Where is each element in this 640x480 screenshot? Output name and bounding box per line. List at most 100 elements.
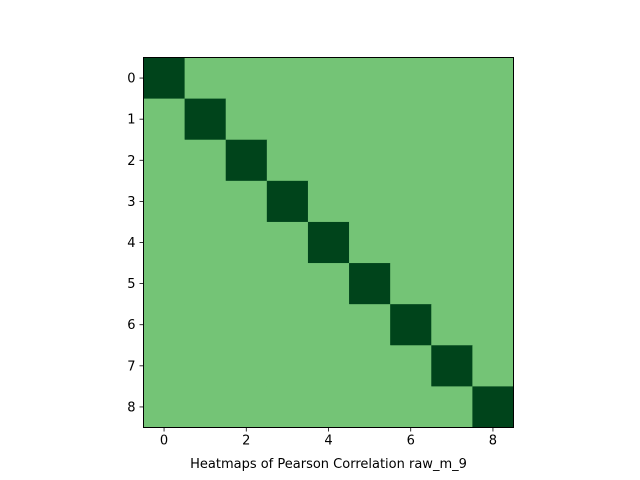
y-tick-label: 0 xyxy=(127,72,135,87)
heatmap-cell xyxy=(349,57,391,100)
heatmap-cell xyxy=(266,345,309,387)
heatmap-cell xyxy=(225,57,268,100)
heatmap-cell xyxy=(143,386,186,428)
heatmap-cell xyxy=(472,263,514,305)
y-axis-ticks: 0 1 2 3 4 5 6 7 8 xyxy=(127,72,144,415)
heatmap-cell xyxy=(307,263,350,305)
heatmap-cell xyxy=(225,221,268,264)
heatmap-cell xyxy=(225,304,268,346)
heatmap-cell xyxy=(431,221,473,264)
heatmap-cell xyxy=(143,345,186,387)
heatmap-cell xyxy=(184,263,227,305)
heatmap-cell xyxy=(349,304,391,346)
heatmap-cell xyxy=(225,98,268,141)
heatmap-cell xyxy=(349,180,391,223)
heatmap-cell xyxy=(472,386,514,428)
heatmap-cell xyxy=(349,221,391,264)
heatmap-cell xyxy=(390,57,432,100)
heatmap-cell xyxy=(307,221,350,264)
y-tick-label: 7 xyxy=(127,359,135,374)
heatmap-cell xyxy=(225,263,268,305)
heatmap-cell xyxy=(431,345,473,387)
heatmap-cell xyxy=(266,263,309,305)
y-tick-label: 4 xyxy=(127,236,135,251)
heatmap-cell xyxy=(349,98,391,141)
heatmap-cell xyxy=(390,180,432,223)
y-tick-label: 5 xyxy=(127,277,135,292)
heatmap-cell xyxy=(143,263,186,305)
y-tick-label: 3 xyxy=(127,195,135,210)
heatmap-cell xyxy=(184,180,227,223)
y-tick-label: 2 xyxy=(127,154,135,169)
x-tick-label: 8 xyxy=(489,434,497,449)
heatmap-cell xyxy=(266,386,309,428)
heatmap-cell xyxy=(266,304,309,346)
heatmap-cell xyxy=(184,221,227,264)
heatmap-cell xyxy=(472,304,514,346)
heatmap-cell xyxy=(390,386,432,428)
heatmap-cell xyxy=(307,139,350,182)
heatmap-cell xyxy=(266,221,309,264)
heatmap-cell xyxy=(390,345,432,387)
heatmap-cell xyxy=(472,139,514,182)
heatmap-cell xyxy=(225,345,268,387)
heatmap-cell xyxy=(307,386,350,428)
heatmap-cell xyxy=(390,139,432,182)
heatmap-cell xyxy=(349,345,391,387)
heatmap-cell xyxy=(143,57,186,100)
heatmap-cell xyxy=(307,345,350,387)
heatmap-cell xyxy=(431,386,473,428)
heatmap-cell xyxy=(143,139,186,182)
heatmap-cell xyxy=(266,57,309,100)
heatmap-cell xyxy=(390,221,432,264)
heatmap-cell xyxy=(266,180,309,223)
heatmap-cell xyxy=(431,180,473,223)
heatmap-cell xyxy=(143,180,186,223)
heatmap-cell xyxy=(472,221,514,264)
heatmap-cell xyxy=(431,139,473,182)
heatmap-cell xyxy=(390,263,432,305)
y-tick-label: 8 xyxy=(127,400,135,415)
x-tick-label: 2 xyxy=(242,434,250,449)
heatmap-cell xyxy=(307,180,350,223)
heatmap-cell xyxy=(225,386,268,428)
heatmap-cell xyxy=(431,57,473,100)
heatmap-cell xyxy=(225,139,268,182)
heatmap-cell xyxy=(184,304,227,346)
heatmap-cell xyxy=(349,386,391,428)
heatmap-cell xyxy=(184,57,227,100)
heatmap-cells xyxy=(143,57,514,428)
heatmap-cell xyxy=(307,304,350,346)
x-tick-label: 4 xyxy=(324,434,332,449)
x-tick-label: 6 xyxy=(407,434,415,449)
heatmap-cell xyxy=(349,263,391,305)
heatmap-cell xyxy=(472,345,514,387)
heatmap-cell xyxy=(307,98,350,141)
y-tick-label: 6 xyxy=(127,318,135,333)
heatmap-cell xyxy=(143,98,186,141)
heatmap-cell xyxy=(390,98,432,141)
heatmap-cell xyxy=(225,180,268,223)
heatmap-cell xyxy=(472,98,514,141)
heatmap-cell xyxy=(307,57,350,100)
heatmap-cell xyxy=(143,304,186,346)
heatmap-cell xyxy=(390,304,432,346)
heatmap-cell xyxy=(431,304,473,346)
heatmap-cell xyxy=(431,98,473,141)
heatmap-cell xyxy=(266,98,309,141)
heatmap-cell xyxy=(184,98,227,141)
heatmap-cell xyxy=(431,263,473,305)
heatmap-cell xyxy=(472,57,514,100)
heatmap-cell xyxy=(184,345,227,387)
heatmap-cell xyxy=(143,221,186,264)
heatmap-cell xyxy=(184,386,227,428)
x-tick-label: 0 xyxy=(160,434,168,449)
heatmap-cell xyxy=(349,139,391,182)
x-axis-label: Heatmaps of Pearson Correlation raw_m_9 xyxy=(190,457,467,472)
x-axis-ticks: 0 2 4 6 8 xyxy=(160,427,497,449)
heatmap-cell xyxy=(184,139,227,182)
y-tick-label: 1 xyxy=(127,113,135,128)
heatmap-cell xyxy=(472,180,514,223)
heatmap-cell xyxy=(266,139,309,182)
